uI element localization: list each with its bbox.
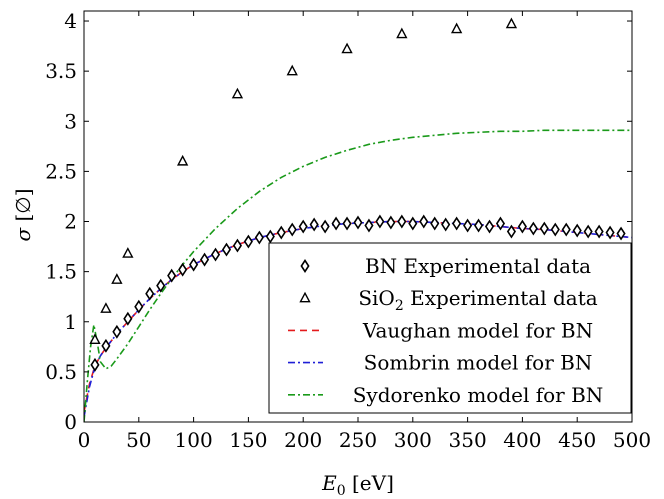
diamond-point	[375, 214, 385, 229]
diamond-point	[616, 226, 626, 241]
diamond-point	[243, 234, 253, 249]
diamond-point	[254, 230, 264, 245]
series-line-3	[84, 220, 632, 413]
diamond-point	[364, 218, 374, 233]
x-tick-label: 350	[449, 428, 487, 452]
triangle-point	[341, 42, 353, 54]
diamond-point	[463, 218, 473, 233]
x-tick-label: 200	[284, 428, 322, 452]
diamond-point	[265, 229, 275, 244]
diamond-point	[408, 216, 418, 231]
diamond-point	[506, 224, 516, 239]
legend-marker-1	[300, 259, 310, 273]
diamond-point	[539, 221, 549, 236]
legend-box	[268, 242, 632, 414]
diamond-point	[441, 217, 451, 232]
diamond-point	[353, 215, 363, 230]
diamond-point	[484, 219, 495, 234]
triangle-point	[89, 333, 101, 344]
y-tick-label: 2	[64, 210, 77, 234]
diamond-point	[276, 225, 286, 240]
y-tick-label: 4	[64, 9, 77, 33]
diamond-point	[221, 242, 232, 257]
diamond-point	[287, 222, 297, 237]
diamond-point	[123, 311, 133, 326]
y-tick-label: 1	[64, 310, 77, 334]
diamond-point	[309, 217, 319, 232]
x-tick-label: 500	[613, 428, 651, 452]
x-tick-label: 50	[126, 428, 151, 452]
x-axis-label: E0 [eV]	[321, 471, 394, 499]
x-tick-label: 0	[78, 428, 91, 452]
triangle-point	[231, 87, 244, 99]
triangle-point	[286, 64, 298, 76]
triangle-point	[396, 27, 408, 39]
diamond-point	[298, 219, 308, 234]
diamond-point	[583, 224, 593, 239]
tick-label-layer: 0 50 100 150 200 250 300 350 400 450 500 0 0.5 1 1.5 2 2…	[45, 9, 651, 452]
y-axis-label: σ [∅]	[11, 188, 35, 241]
y-tick-label: 3	[64, 109, 77, 133]
y-tick-label: 0.5	[45, 360, 77, 384]
diamond-point	[331, 216, 341, 231]
diamond-point	[145, 286, 155, 301]
diamond-point	[517, 219, 527, 234]
diamond-point	[210, 247, 221, 262]
diamond-point	[528, 221, 538, 236]
series-layer	[84, 17, 632, 422]
diamond-point	[189, 257, 199, 272]
x-tick-label: 450	[558, 428, 596, 452]
triangle-point	[176, 154, 189, 166]
diamond-point	[397, 214, 407, 229]
legend-marker-2	[299, 291, 311, 303]
y-tick-label: 3.5	[45, 59, 77, 83]
legend-label-4: Sombrin model for BN	[364, 351, 593, 375]
diamond-point	[594, 224, 604, 239]
x-tick-label: 300	[394, 428, 432, 452]
diamond-point	[430, 216, 440, 231]
diamond-point	[572, 223, 582, 238]
diamond-point	[550, 222, 560, 237]
diamond-point	[200, 252, 210, 267]
diamond-point	[386, 215, 396, 230]
diamond-point	[605, 225, 615, 240]
diamond-point	[134, 299, 144, 314]
series-line-5	[84, 129, 632, 422]
diamond-point	[112, 324, 122, 339]
diamond-point	[320, 219, 330, 234]
series-points-2	[89, 17, 518, 344]
diamond-point	[178, 262, 188, 277]
diamond-point	[342, 216, 352, 231]
diamond-point	[232, 238, 242, 253]
diamond-point	[101, 338, 111, 353]
x-tick-label: 400	[503, 428, 541, 452]
legend: BN Experimental data SiO2 Experimental da…	[268, 242, 632, 414]
x-tick-label: 250	[339, 428, 377, 452]
diamond-point	[167, 268, 177, 283]
triangle-point	[100, 302, 112, 313]
diamond-point	[452, 216, 462, 231]
triangle-point	[450, 22, 463, 34]
triangle-point	[122, 247, 134, 258]
diamond-point	[90, 357, 100, 372]
legend-label-1: BN Experimental data	[365, 254, 591, 278]
y-tick-label: 0	[64, 410, 77, 434]
diamond-point	[156, 278, 166, 293]
legend-label-2: SiO2 Experimental data	[358, 286, 597, 314]
triangle-point	[505, 17, 518, 29]
x-tick-label: 100	[175, 428, 213, 452]
y-tick-label: 1.5	[45, 260, 77, 284]
diamond-point	[561, 222, 571, 237]
y-tick-label: 2.5	[45, 159, 77, 183]
diamond-point	[474, 218, 484, 233]
triangle-point	[111, 273, 123, 284]
diamond-point	[419, 214, 429, 229]
series-points-1	[90, 214, 626, 372]
legend-label-3: Vaughan model for BN	[362, 318, 593, 342]
diamond-point	[495, 216, 506, 231]
x-tick-label: 150	[229, 428, 267, 452]
legend-label-5: Sydorenko model for BN	[353, 383, 604, 407]
